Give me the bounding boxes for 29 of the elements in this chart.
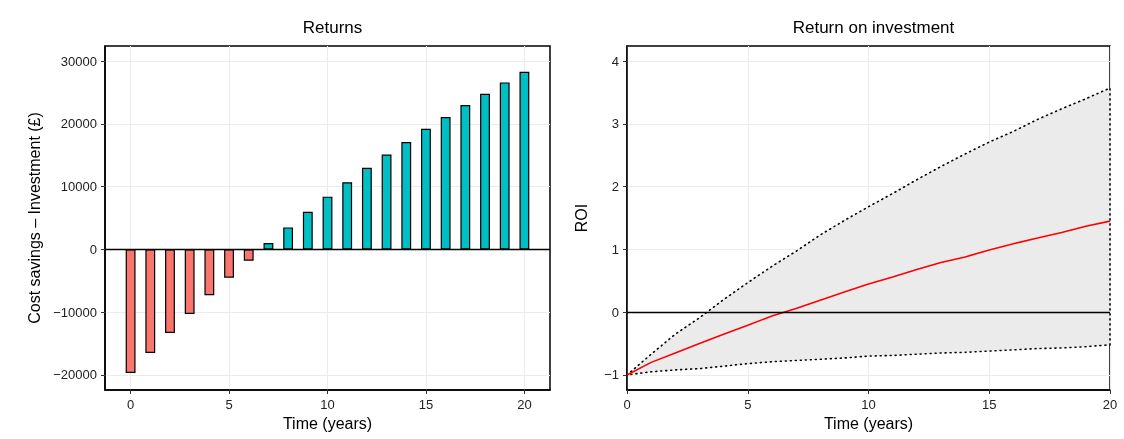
x-tick-label: 0 [126, 397, 135, 412]
x-axis-title: Time (years) [823, 415, 914, 433]
y-tick-label: 0 [611, 304, 619, 320]
line-series [626, 220, 1111, 376]
x-tick-label: 10 [861, 397, 876, 412]
y-tick-label: 4 [611, 53, 619, 69]
chart-title: Returns [302, 18, 363, 37]
y-axis-title: ROI [572, 203, 590, 233]
y-tick-label: −1 [604, 367, 619, 383]
chart-title: Return on investment [792, 18, 955, 37]
y-tick-label: 0 [89, 241, 97, 257]
x-tick-label: 20 [517, 397, 532, 412]
x-tick-label: 10 [320, 397, 335, 412]
y-tick-label: 3 [611, 116, 619, 132]
x-tick-label: 0 [623, 397, 631, 412]
y-tick-label: 10000 [60, 179, 97, 195]
x-tick-label: 20 [1102, 397, 1118, 412]
y-tick-label: 2 [611, 179, 619, 195]
x-tick-label: 5 [744, 397, 752, 412]
x-tick-label: 15 [418, 397, 434, 412]
y-tick-label: −10000 [53, 304, 97, 320]
y-axis-title: Cost savings – Investment (£) [25, 112, 43, 324]
x-axis-title: Time (years) [282, 415, 373, 433]
y-tick-label: 30000 [60, 53, 97, 69]
x-tick-label: 5 [225, 397, 233, 412]
y-tick-label: 20000 [60, 116, 97, 132]
y-tick-label: −20000 [53, 367, 97, 383]
x-tick-label: 15 [982, 397, 997, 412]
y-tick-label: 1 [611, 241, 619, 257]
